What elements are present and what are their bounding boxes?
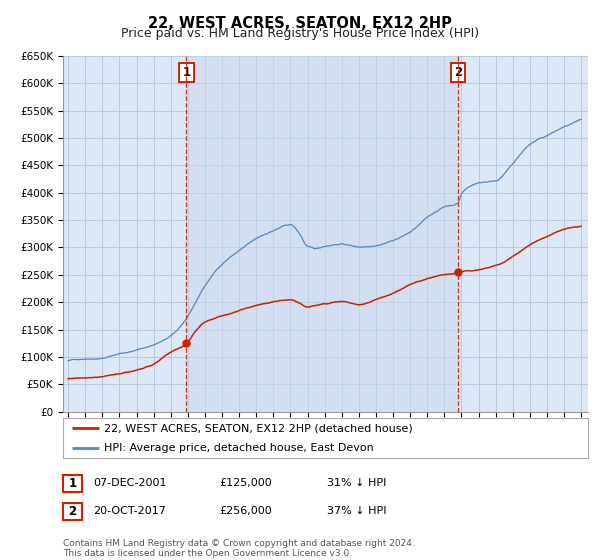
Text: 31% ↓ HPI: 31% ↓ HPI [327,478,386,488]
Text: Contains HM Land Registry data © Crown copyright and database right 2024.: Contains HM Land Registry data © Crown c… [63,539,415,548]
Text: 1: 1 [182,66,191,79]
Text: 07-DEC-2001: 07-DEC-2001 [93,478,167,488]
Text: 22, WEST ACRES, SEATON, EX12 2HP: 22, WEST ACRES, SEATON, EX12 2HP [148,16,452,31]
Text: £256,000: £256,000 [219,506,272,516]
Text: 1: 1 [68,477,77,490]
Text: Price paid vs. HM Land Registry's House Price Index (HPI): Price paid vs. HM Land Registry's House … [121,27,479,40]
Text: 22, WEST ACRES, SEATON, EX12 2HP (detached house): 22, WEST ACRES, SEATON, EX12 2HP (detach… [104,423,413,433]
Bar [187,56,458,412]
Text: HPI: Average price, detached house, East Devon: HPI: Average price, detached house, East… [104,444,374,454]
Text: 37% ↓ HPI: 37% ↓ HPI [327,506,386,516]
Text: 20-OCT-2017: 20-OCT-2017 [93,506,166,516]
Text: 2: 2 [68,505,77,518]
Text: This data is licensed under the Open Government Licence v3.0.: This data is licensed under the Open Gov… [63,549,352,558]
Text: £125,000: £125,000 [219,478,272,488]
Text: 2: 2 [454,66,462,79]
